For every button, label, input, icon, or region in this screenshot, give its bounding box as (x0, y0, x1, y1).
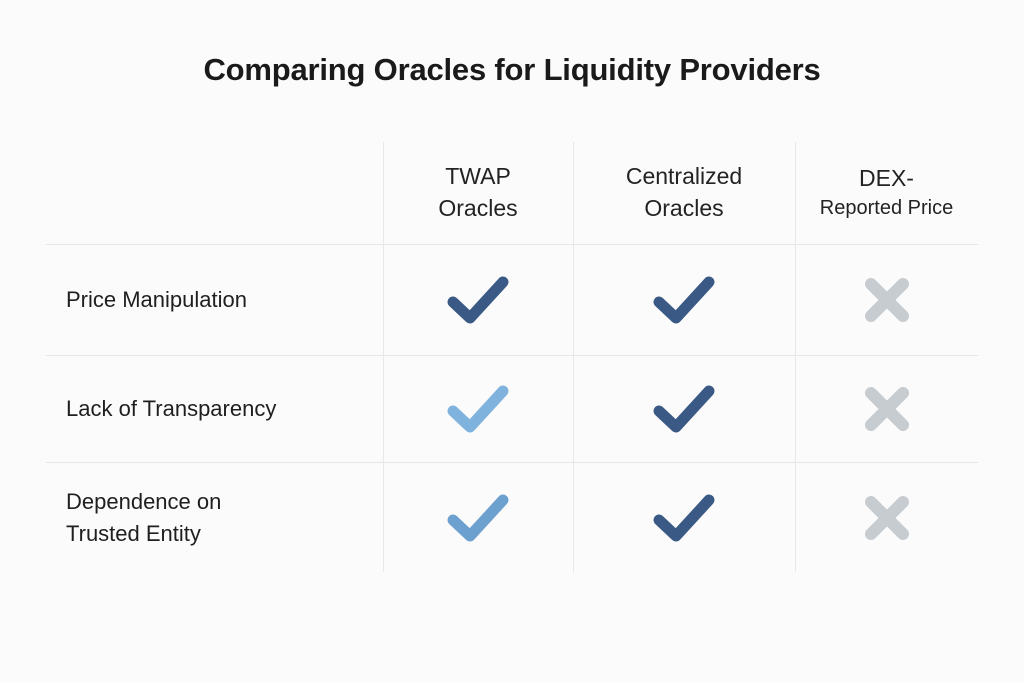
row-label-line-1: Dependence on (66, 489, 222, 515)
header-line-1: TWAP (445, 163, 511, 190)
comparison-table: TWAP Oracles Centralized Oracles DEX- Re… (46, 142, 978, 572)
check-icon (447, 494, 509, 541)
cell-centralized-lack-of-transparency (573, 356, 795, 462)
table-header-row: TWAP Oracles Centralized Oracles DEX- Re… (46, 142, 978, 244)
table-row: Lack of Transparency (46, 356, 978, 462)
header-line-2: Oracles (644, 195, 724, 221)
cell-centralized-price-manipulation (573, 245, 795, 355)
column-divider-3 (795, 142, 796, 572)
table-header-twap-oracles: TWAP Oracles (383, 142, 573, 244)
cell-dex-dependence-on-trusted-entity (795, 463, 978, 572)
cell-twap-lack-of-transparency (383, 356, 573, 462)
cell-twap-dependence-on-trusted-entity (383, 463, 573, 572)
check-icon (653, 385, 715, 433)
row-label-lack-of-transparency: Lack of Transparency (46, 393, 383, 424)
header-line-2: Reported Price (819, 197, 954, 220)
header-line-2: Oracles (438, 195, 518, 221)
row-label-line-2: Trusted Entity (66, 520, 201, 546)
cross-icon (864, 495, 909, 540)
row-divider-2 (46, 462, 978, 463)
cell-dex-price-manipulation (795, 245, 978, 355)
table-row: Dependence on Trusted Entity (46, 463, 978, 572)
cell-centralized-dependence-on-trusted-entity (573, 463, 795, 572)
cell-dex-lack-of-transparency (795, 356, 978, 462)
column-divider-1 (383, 142, 384, 572)
cross-icon (864, 278, 909, 322)
table-header-dex-reported-price: DEX- Reported Price (795, 142, 978, 244)
table-header-centralized-oracles: Centralized Oracles (573, 142, 795, 244)
table-row: Price Manipulation (46, 245, 978, 355)
page-title: Comparing Oracles for Liquidity Provider… (203, 52, 821, 87)
header-divider (46, 244, 978, 245)
cross-icon (864, 387, 909, 431)
cell-twap-price-manipulation (383, 245, 573, 355)
row-label-line-1: Price Manipulation (66, 287, 247, 313)
table-header-criteria (46, 142, 383, 244)
header-line-1: DEX- (859, 165, 914, 192)
column-divider-2 (573, 142, 574, 572)
check-icon (653, 276, 715, 324)
row-label-line-1: Lack of Transparency (66, 396, 277, 422)
check-icon (447, 385, 509, 433)
row-label-dependence-on-trusted-entity: Dependence on Trusted Entity (46, 486, 383, 548)
row-divider-1 (46, 355, 978, 356)
row-label-price-manipulation: Price Manipulation (46, 284, 383, 315)
check-icon (653, 494, 715, 541)
check-icon (447, 276, 509, 324)
header-line-1: Centralized (625, 163, 743, 190)
